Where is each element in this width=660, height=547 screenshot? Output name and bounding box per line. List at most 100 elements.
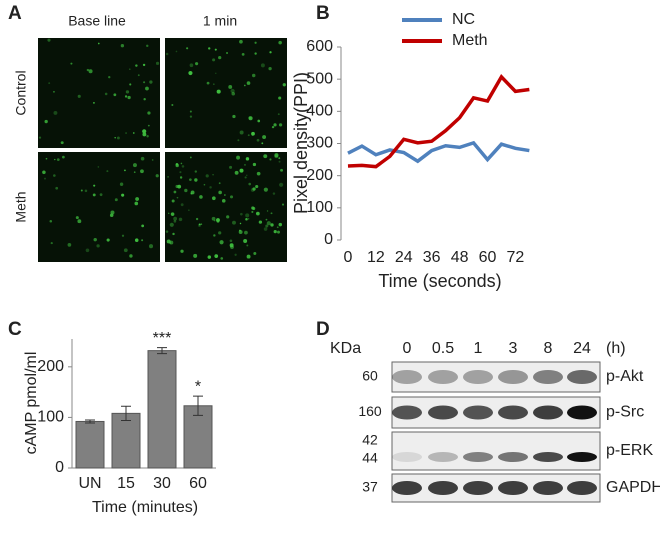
cell — [141, 239, 144, 242]
kda-label: 60 — [362, 368, 378, 384]
cell — [268, 67, 272, 71]
cell — [218, 231, 222, 235]
cell — [189, 63, 194, 68]
cell — [230, 88, 235, 94]
cell — [254, 41, 257, 44]
line — [347, 140, 530, 164]
cell — [135, 64, 138, 67]
cell — [179, 176, 183, 179]
cell — [175, 162, 179, 166]
cell — [282, 83, 286, 87]
cell — [129, 68, 131, 70]
cell — [60, 141, 64, 145]
x-tick-label: UN — [78, 475, 101, 492]
cell — [188, 209, 190, 212]
cell — [194, 178, 198, 182]
x-tick-label: 36 — [423, 249, 441, 266]
bar — [147, 350, 177, 469]
band — [392, 452, 422, 462]
x-tick-label: 15 — [117, 475, 135, 492]
row-label: Control — [13, 70, 29, 115]
y-tick-label: 100 — [306, 199, 333, 216]
y-tick-label: 300 — [306, 135, 333, 152]
cell — [49, 219, 53, 223]
cell — [189, 110, 192, 113]
bar — [183, 405, 213, 469]
cell — [124, 169, 126, 172]
y-tick-label: 600 — [306, 38, 333, 55]
band — [463, 481, 493, 495]
x-tick-label: 0 — [344, 249, 353, 266]
band — [533, 370, 563, 384]
cell — [134, 238, 139, 242]
cell — [53, 174, 56, 177]
micrographs — [38, 38, 287, 262]
cell — [53, 91, 55, 93]
cell — [194, 170, 198, 173]
cell — [203, 183, 206, 186]
panel-label: A — [8, 3, 22, 24]
micrograph — [38, 152, 160, 262]
error-bar — [157, 347, 167, 355]
error-bar — [85, 419, 95, 424]
cell — [232, 220, 236, 225]
cell — [263, 154, 268, 159]
cell — [44, 119, 48, 124]
cell — [80, 189, 83, 192]
cell — [165, 230, 169, 233]
cell — [108, 75, 111, 79]
cell — [226, 215, 230, 219]
cell — [155, 174, 159, 178]
cell — [263, 227, 268, 231]
cell — [151, 159, 154, 161]
y-tick-label: 0 — [55, 459, 64, 476]
cell — [180, 249, 184, 253]
band — [428, 405, 458, 420]
cell — [218, 182, 221, 185]
cell — [169, 240, 174, 245]
cell — [251, 210, 254, 213]
cell — [207, 255, 212, 259]
cell — [109, 213, 114, 218]
cell — [143, 98, 146, 101]
cell — [148, 244, 154, 249]
cell — [261, 142, 264, 145]
cell — [279, 182, 284, 187]
cell — [215, 72, 217, 75]
cell — [129, 254, 133, 258]
cell — [175, 50, 178, 53]
kda-header: KDa — [330, 340, 361, 357]
cell — [125, 90, 130, 94]
cell — [246, 254, 251, 259]
cell — [248, 116, 253, 121]
cell — [208, 47, 211, 50]
x-tick-label: 24 — [395, 249, 413, 266]
cell — [124, 95, 128, 98]
band — [392, 481, 422, 495]
cell — [47, 38, 51, 42]
cell — [241, 52, 245, 56]
cell — [214, 48, 217, 51]
x-tick-label: 60 — [479, 249, 497, 266]
cell — [123, 248, 128, 253]
cell — [195, 217, 199, 221]
cell — [244, 84, 246, 87]
panel-label: D — [316, 319, 330, 340]
cell — [246, 174, 248, 177]
cell — [229, 239, 233, 243]
y-axis-label: Pixel density(PPI) — [291, 72, 311, 214]
band — [392, 405, 422, 420]
cell — [113, 93, 117, 97]
micrograph — [165, 38, 287, 148]
cell — [172, 232, 175, 236]
cell — [277, 113, 280, 116]
cell — [86, 68, 90, 72]
blot-strip — [391, 431, 601, 471]
cell — [173, 220, 177, 223]
cell — [116, 136, 120, 140]
cell — [198, 223, 201, 226]
cell — [223, 194, 226, 196]
cell — [278, 157, 281, 159]
column-label: Base line — [68, 13, 126, 29]
cell — [149, 80, 153, 84]
